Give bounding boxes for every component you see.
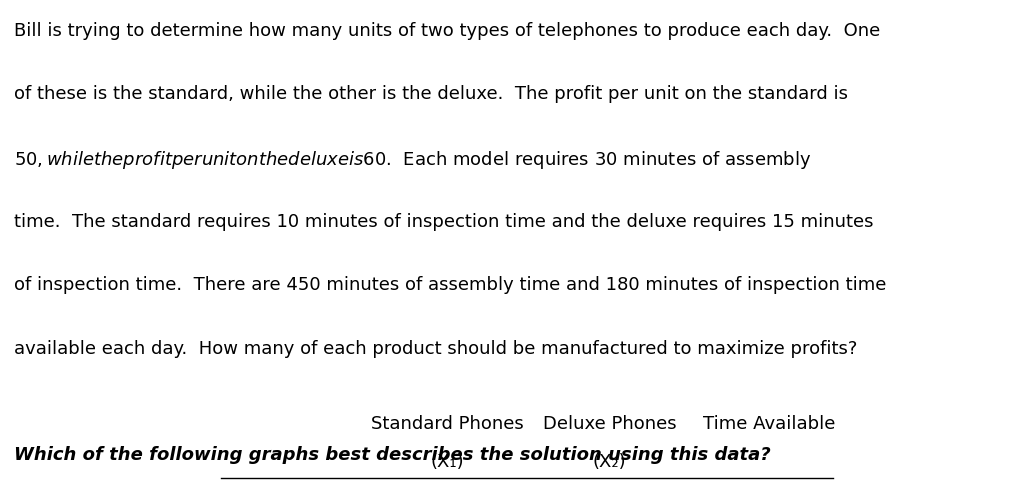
Text: available each day.  How many of each product should be manufactured to maximize: available each day. How many of each pro… (14, 340, 857, 358)
Text: Which of the following graphs best describes the solution using this data?: Which of the following graphs best descr… (14, 446, 771, 464)
Text: Standard Phones: Standard Phones (371, 415, 523, 433)
Text: time.  The standard requires 10 minutes of inspection time and the deluxe requir: time. The standard requires 10 minutes o… (14, 213, 874, 230)
Text: Deluxe Phones: Deluxe Phones (543, 415, 676, 433)
Text: (X₂): (X₂) (593, 453, 626, 471)
Text: (X₁): (X₁) (431, 453, 464, 471)
Text: of these is the standard, while the other is the deluxe.  The profit per unit on: of these is the standard, while the othe… (14, 85, 848, 103)
Text: $50, while the profit per unit on the deluxe is $60.  Each model requires 30 min: $50, while the profit per unit on the de… (14, 149, 811, 171)
Text: of inspection time.  There are 450 minutes of assembly time and 180 minutes of i: of inspection time. There are 450 minute… (14, 276, 887, 294)
Text: Bill is trying to determine how many units of two types of telephones to produce: Bill is trying to determine how many uni… (14, 22, 881, 40)
Text: Time Available: Time Available (703, 415, 835, 433)
